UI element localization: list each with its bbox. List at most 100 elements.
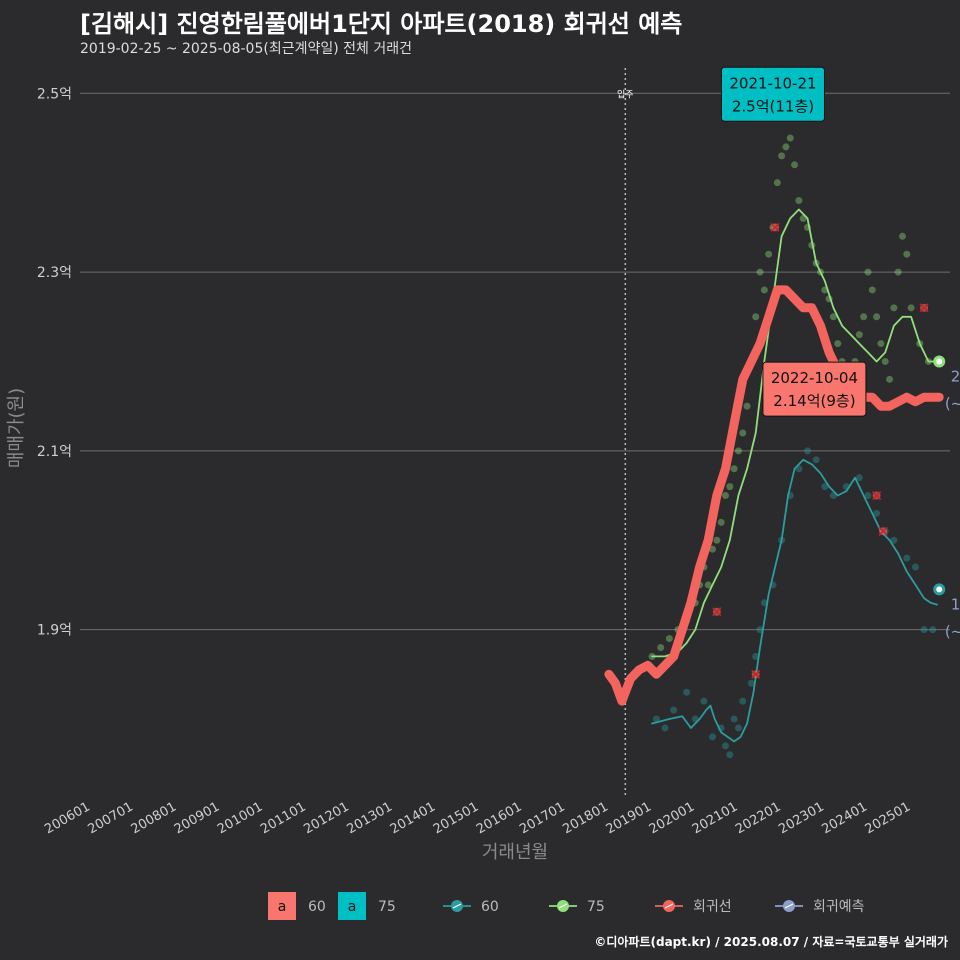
end-label-value: 19,450 [951, 595, 960, 613]
scatter-point-60 [873, 509, 881, 517]
annotation-price: 2.5억(11층) [732, 97, 814, 115]
x-tick-label: 201101 [258, 799, 308, 837]
scatter-point-60 [929, 626, 937, 634]
scatter-point-75 [864, 268, 872, 276]
legend-line-label: 회귀예측 [813, 899, 865, 915]
outlier-cross [770, 222, 780, 232]
scatter-point-75 [730, 465, 738, 473]
legend-dot-mark [558, 903, 568, 909]
scatter-point-75 [868, 286, 876, 294]
x-tick-label: 200801 [129, 799, 179, 837]
scatter-point-75 [717, 518, 725, 526]
scatter-point-75 [739, 429, 747, 437]
x-tick-label: 201401 [388, 799, 438, 837]
scatter-point-75 [886, 375, 894, 383]
legend-line-label: 75 [587, 899, 605, 915]
outlier-cross [751, 669, 761, 679]
scatter-point-60 [890, 536, 898, 544]
x-tick-label: 202501 [863, 799, 913, 837]
y-axis-ticks: 1.9억 2.1억 2.3억 2.5억 [37, 86, 72, 638]
scatter-point-60 [726, 751, 734, 759]
x-tick-label: 201201 [301, 799, 351, 837]
scatter-point-75 [657, 644, 665, 652]
scatter-point-75 [786, 134, 794, 142]
end-label-value: 21,983 [951, 367, 960, 385]
grid-lines [80, 92, 950, 631]
scatter-point-60 [903, 554, 911, 562]
scatter-point-60 [709, 733, 717, 741]
outlier-cross [919, 303, 929, 313]
legend-fill-label: 60 [308, 899, 326, 915]
scatter-point-75 [752, 313, 760, 321]
scatter-point-75 [877, 340, 885, 348]
scatter-point-60 [730, 715, 738, 723]
annotation-box [720, 66, 825, 122]
line-series-60 [651, 458, 938, 743]
x-tick-label: 201701 [517, 799, 567, 837]
scatter-point-60 [864, 492, 872, 500]
scatter-point-75 [743, 402, 751, 410]
scatter-point-75 [890, 304, 898, 312]
legend-fill-letter: a [348, 899, 357, 915]
y-tick-label: 2.5억 [37, 86, 72, 102]
x-tick-label: 201801 [560, 799, 610, 837]
scatter-point-75 [791, 161, 799, 169]
x-tick-label: 201301 [345, 799, 395, 837]
x-tick-label: 200701 [85, 799, 135, 837]
move-in-marker: 입주 [617, 68, 634, 795]
scatter-point-60 [747, 679, 755, 687]
y-tick-label: 2.1억 [37, 444, 72, 460]
scatter-point-75 [778, 152, 786, 160]
outlier-points [712, 222, 929, 679]
chart-title: [김해시] 진영한림풀에버1단지 아파트(2018) 회귀선 예측 [80, 10, 683, 38]
scatter-point-60 [739, 697, 747, 705]
legend-dot-mark [452, 903, 462, 909]
annotation-date: 2022-10-04 [771, 369, 858, 387]
scatter-point-75 [773, 179, 781, 187]
end-point-center [936, 358, 943, 365]
series-lines [604, 208, 944, 743]
x-tick-label: 202001 [647, 799, 697, 837]
scatter-point-75 [726, 483, 734, 491]
scatter-point-75 [873, 313, 881, 321]
x-tick-label: 201501 [431, 799, 481, 837]
scatter-point-60 [804, 447, 812, 455]
x-axis-ticks: 2006012007012008012009012010012011012012… [42, 799, 913, 837]
annotation-price: 2.14억(9층) [773, 392, 855, 410]
y-tick-label: 2.3억 [37, 265, 72, 281]
outlier-cross [878, 526, 888, 536]
scatter-point-60 [700, 697, 708, 705]
scatter-point-60 [812, 456, 820, 464]
x-tick-label: 200901 [172, 799, 222, 837]
scatter-point-75 [765, 250, 773, 258]
y-tick-label: 1.9억 [37, 623, 72, 639]
x-tick-label: 202101 [690, 799, 740, 837]
scatter-point-75 [903, 250, 911, 258]
scatter-point-75 [665, 635, 673, 643]
x-tick-label: 202301 [776, 799, 826, 837]
scatter-point-75 [907, 304, 915, 312]
scatter-point-75 [855, 331, 863, 339]
annotation-date: 2021-10-21 [729, 74, 816, 92]
scatter-point-75 [734, 447, 742, 455]
scatter-point-75 [795, 197, 803, 205]
scatter-point-75 [782, 143, 790, 151]
x-tick-label: 202201 [733, 799, 783, 837]
scatter-point-60 [661, 724, 669, 732]
end-label-area: (~60㎡) [945, 622, 960, 640]
legend-line-label: 60 [481, 899, 499, 915]
chart-subtitle: 2019-02-25 ~ 2025-08-05(최근계약일) 전체 거래건 [80, 41, 412, 57]
scatter-point-60 [652, 715, 660, 723]
x-axis-title: 거래년월 [482, 842, 548, 863]
legend-dot-mark [784, 903, 794, 909]
x-tick-label: 201001 [215, 799, 265, 837]
scatter-point-75 [894, 268, 902, 276]
source-caption: ©디아파트(dapt.kr) / 2025.08.07 / 자료=국토교통부 실… [594, 935, 948, 949]
legend-fill-key [338, 892, 366, 920]
scatter-point-75 [860, 313, 868, 321]
legend-fill-letter: a [278, 899, 287, 915]
scatter-point-60 [911, 563, 919, 571]
legend-fill-label: 75 [378, 899, 396, 915]
line-series-75 [651, 208, 938, 658]
